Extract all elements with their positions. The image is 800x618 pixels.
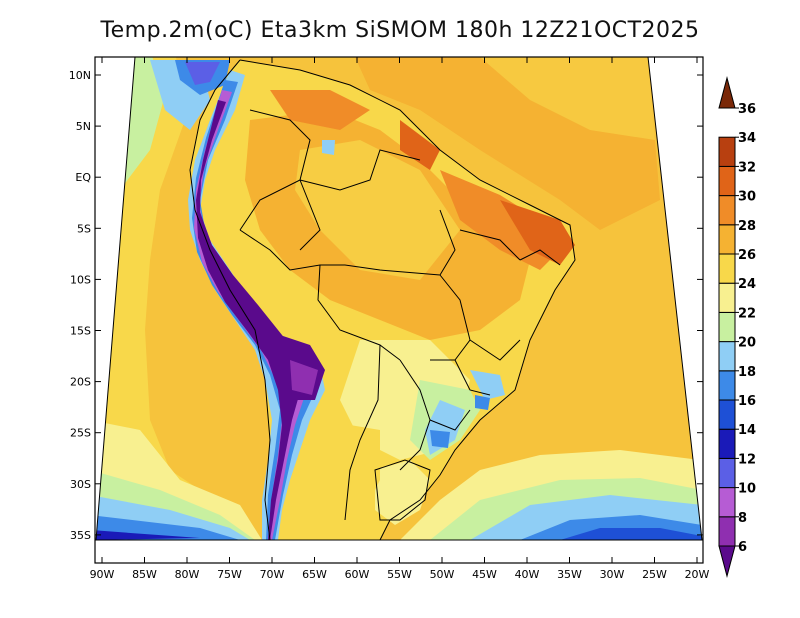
colorbar-segment [718, 399, 736, 430]
map-title: Temp.2m(oC) Eta3km SiSMOM 180h 12Z21OCT2… [100, 18, 700, 43]
colorbar-segment [718, 428, 736, 459]
colorbar-segment [718, 165, 736, 197]
colorbar-min-arrow [718, 545, 736, 578]
temperature-field [96, 57, 702, 540]
longitude-label: 45W [472, 568, 497, 581]
colorbar-segment [718, 457, 736, 489]
latitude-label: 5S [77, 222, 91, 235]
colorbar-label: 14 [738, 423, 756, 438]
colorbar-label: 26 [738, 248, 756, 263]
colorbar-segment [718, 253, 736, 284]
colorbar-segment [718, 516, 736, 547]
longitude-axis: 90W 85W 80W 75W 70W 65W 60W 55W 50W 45W 40W 35W 30W 2… [90, 57, 710, 581]
latitude-label: 15S [70, 325, 91, 338]
colorbar-label: 28 [738, 219, 756, 234]
latitude-label: 25S [70, 427, 91, 440]
longitude-label: 75W [217, 568, 242, 581]
latitude-label: 20S [70, 376, 91, 389]
longitude-label: 20W [685, 568, 710, 581]
colorbar-label: 20 [738, 336, 756, 351]
country-borders [189, 59, 576, 540]
longitude-label: 60W [345, 568, 370, 581]
colorbar-segment [718, 370, 736, 401]
longitude-label: 70W [260, 568, 285, 581]
temperature-colorbar: 6 8 10 12 14 16 18 20 22 24 26 28 30 32 34 36 [718, 76, 756, 578]
latitude-axis: 10N 5N EQ 5S 10S 15S 20S 25S 30S 35S [69, 69, 703, 542]
colorbar-label: 16 [738, 394, 756, 409]
colorbar-segment [718, 341, 736, 372]
colorbar-label: 18 [738, 365, 756, 380]
longitude-label: 40W [515, 568, 540, 581]
colorbar-label: 36 [738, 102, 756, 117]
colorbar-label: 22 [738, 306, 756, 321]
latitude-label: EQ [75, 171, 91, 184]
latitude-label: 30S [70, 478, 91, 491]
colorbar-segment [718, 224, 736, 255]
longitude-label: 50W [430, 568, 455, 581]
longitude-label: 30W [600, 568, 625, 581]
colorbar-label: 24 [738, 277, 756, 292]
longitude-label: 80W [175, 568, 200, 581]
colorbar-max-arrow [718, 76, 736, 109]
colorbar-segment [718, 195, 736, 226]
latitude-label: 10N [69, 69, 91, 82]
colorbar-label: 30 [738, 190, 756, 205]
longitude-label: 55W [387, 568, 412, 581]
latitude-label: 35S [70, 529, 91, 542]
colorbar-segment [718, 311, 736, 343]
colorbar-segment [718, 282, 736, 313]
colorbar-label: 12 [738, 452, 756, 467]
longitude-label: 85W [132, 568, 157, 581]
colorbar-label: 8 [738, 511, 747, 526]
colorbar-label: 10 [738, 482, 756, 497]
colorbar-label: 6 [738, 540, 747, 555]
longitude-label: 65W [302, 568, 327, 581]
colorbar-label: 34 [738, 131, 756, 146]
colorbar-label: 32 [738, 160, 756, 175]
longitude-label: 90W [90, 568, 115, 581]
colorbar-segment [718, 487, 736, 518]
latitude-label: 5N [76, 120, 91, 133]
colorbar-segment [718, 136, 736, 167]
longitude-label: 35W [557, 568, 582, 581]
longitude-label: 25W [642, 568, 667, 581]
state-border-south [374, 459, 431, 521]
latitude-label: 10S [70, 273, 91, 286]
